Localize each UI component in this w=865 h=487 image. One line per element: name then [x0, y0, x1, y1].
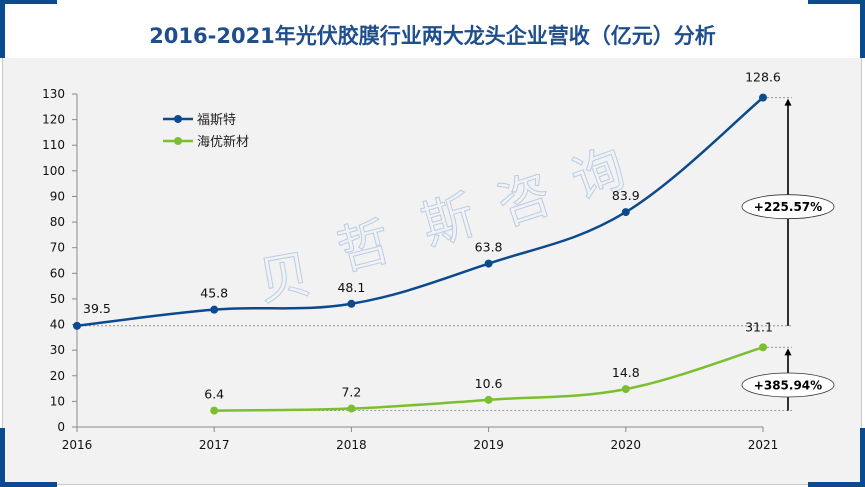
y-tick-label: 100 — [42, 164, 65, 178]
data-point — [759, 93, 767, 102]
data-labels: 39.5 45.8 48.1 63.8 83.9 128.6 6.4 7.2 10.6 14.8 3… — [83, 70, 781, 402]
legend-swatch-marker — [174, 115, 182, 123]
data-point — [759, 343, 767, 352]
x-tick-label: 2018 — [336, 438, 367, 452]
legend-label: 海优新材 — [197, 134, 249, 150]
corner-top-left-v — [0, 0, 5, 58]
data-point — [484, 259, 493, 268]
title-band — [0, 0, 865, 58]
growth-badge — [741, 194, 835, 220]
corner-bottom-left-v — [0, 428, 5, 487]
watermark-char: 斯 — [415, 185, 482, 257]
x-tick-label: 2016 — [62, 438, 93, 452]
watermark-char: 贝 — [254, 245, 316, 313]
legend-swatch-marker — [174, 137, 182, 145]
y-tick-label: 130 — [42, 87, 65, 101]
growth-label: +385.94% — [754, 378, 822, 392]
axes: 0 10 20 30 40 50 60 70 80 90 100 110 120 130 2016 2017 2… — [42, 87, 778, 452]
data-point — [484, 395, 493, 404]
y-tick-label: 20 — [50, 369, 65, 383]
data-label: 83.9 — [612, 188, 640, 203]
y-tick-label: 30 — [50, 343, 65, 357]
x-tick-label: 2020 — [611, 438, 642, 452]
growth-arrow-head — [784, 348, 792, 356]
data-label: 128.6 — [745, 70, 781, 85]
y-tick-label: 120 — [42, 113, 65, 127]
corner-bottom-left-h — [0, 482, 57, 487]
growth-annotations: +225.57% +385.94% — [741, 98, 835, 411]
x-tick-label: 2017 — [199, 438, 230, 452]
growth-arrow-head — [784, 98, 792, 106]
data-point — [73, 321, 81, 330]
plot-background — [2, 58, 862, 485]
growth-label: +225.57% — [754, 200, 822, 214]
chart-title: 2016-2021年光伏胶膜行业两大龙头企业营收（亿元）分析 — [149, 24, 716, 48]
data-label: 63.8 — [475, 240, 503, 255]
data-label: 10.6 — [475, 376, 503, 391]
y-tick-label: 60 — [50, 266, 65, 280]
y-tick-label: 110 — [42, 138, 65, 152]
y-tick-label: 40 — [50, 318, 65, 332]
data-label: 48.1 — [337, 280, 365, 295]
y-tick-label: 90 — [50, 189, 65, 203]
data-point — [210, 305, 219, 314]
corner-top-right-v — [860, 0, 865, 58]
series-line-1 — [75, 96, 765, 328]
data-label: 6.4 — [204, 387, 224, 402]
data-label: 31.1 — [745, 319, 773, 334]
y-tick-label: 70 — [50, 241, 65, 255]
data-label: 7.2 — [341, 385, 361, 400]
data-point — [347, 299, 356, 308]
watermark-char: 哲 — [332, 212, 397, 283]
data-label: 14.8 — [612, 365, 640, 380]
data-point — [621, 208, 630, 217]
data-label: 39.5 — [83, 301, 111, 316]
corner-top-left-h — [0, 0, 57, 4]
data-point — [621, 385, 630, 394]
watermark: 贝哲斯咨询 — [253, 138, 633, 314]
corner-bottom-right-h — [808, 482, 865, 487]
y-tick-label: 80 — [50, 215, 65, 229]
legend-label: 福斯特 — [197, 113, 236, 128]
data-label: 45.8 — [200, 286, 228, 301]
y-tick-label: 10 — [50, 394, 65, 408]
data-point — [347, 404, 356, 413]
data-point — [210, 406, 219, 415]
y-tick-label: 50 — [50, 292, 65, 306]
y-tick-label: 0 — [57, 420, 65, 434]
growth-badge — [741, 372, 835, 398]
corner-bottom-right-v — [860, 428, 865, 487]
watermark-char: 咨 — [490, 164, 558, 237]
corner-top-right-h — [808, 0, 865, 4]
x-tick-label: 2021 — [748, 438, 779, 452]
x-tick-label: 2019 — [473, 438, 504, 452]
series — [73, 93, 767, 415]
